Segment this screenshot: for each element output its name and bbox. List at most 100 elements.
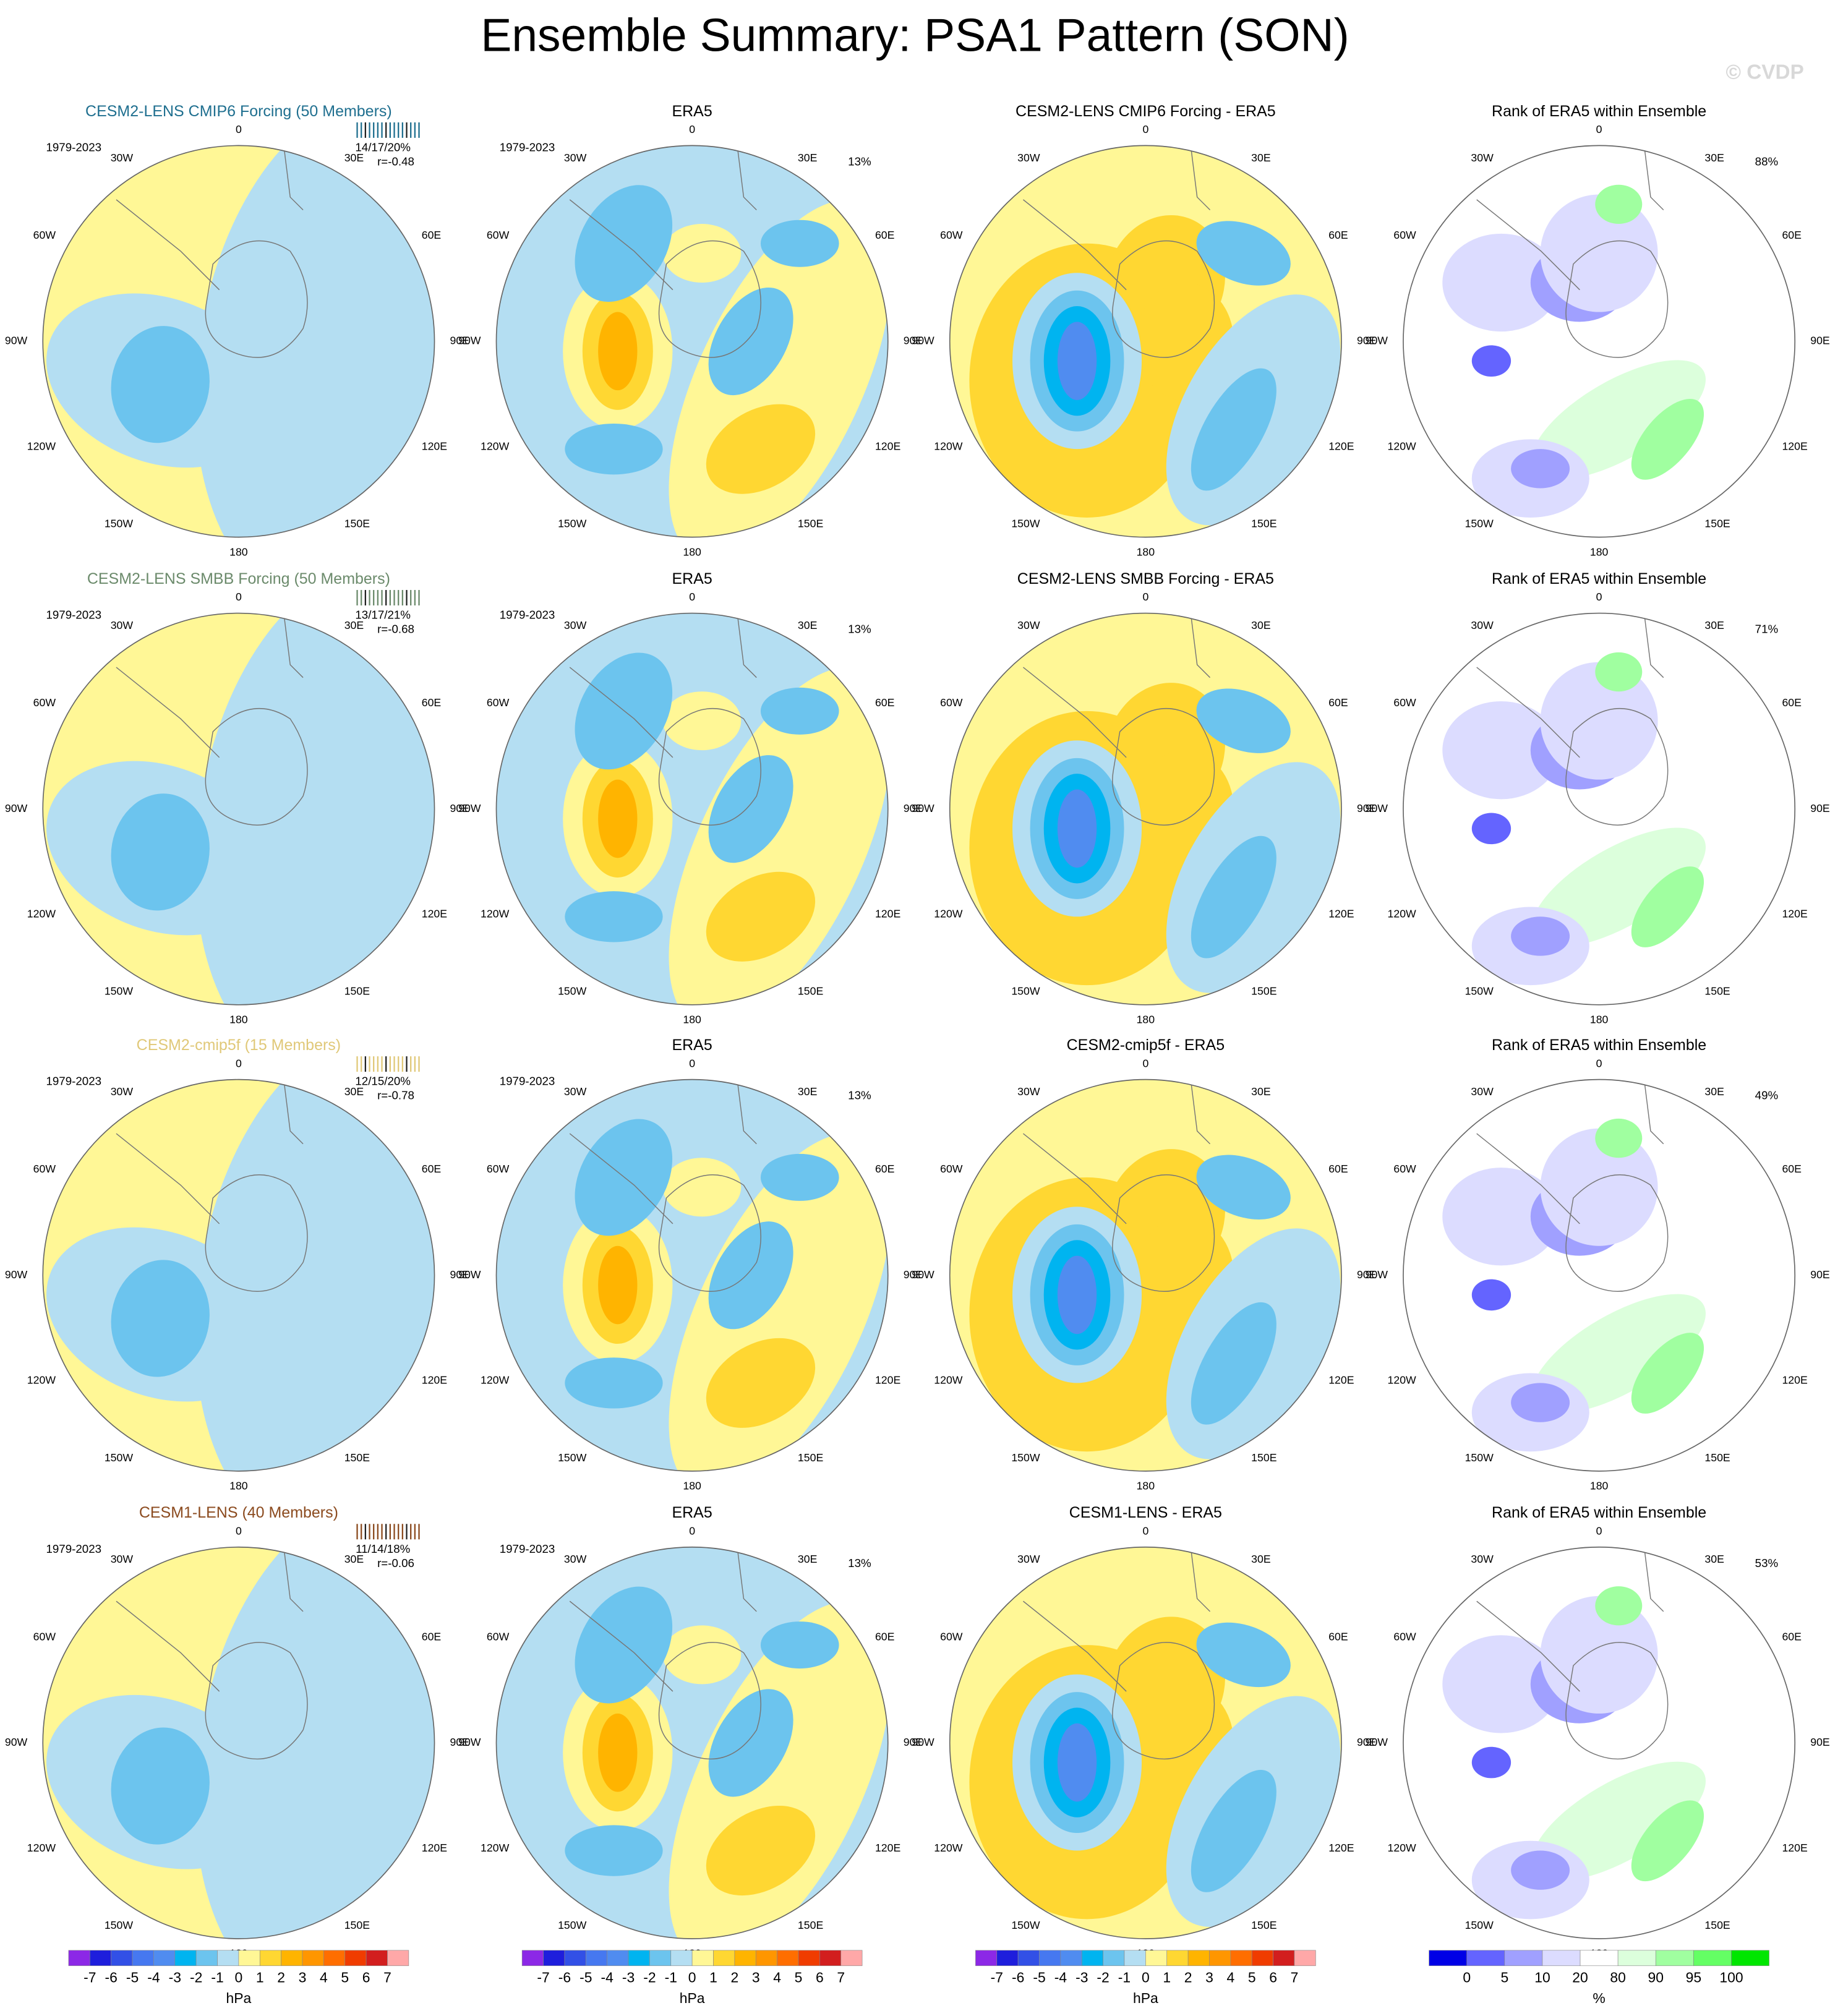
longitude-label: 0: [236, 1057, 242, 1069]
longitude-label: 60W: [1393, 229, 1416, 241]
coastline: [658, 240, 761, 358]
longitude-label: 60E: [1328, 696, 1348, 709]
longitude-label: 120E: [1328, 1842, 1354, 1854]
longitude-label: 120W: [1388, 440, 1417, 452]
longitude-label: 30E: [1704, 619, 1724, 631]
map-contour: [1057, 789, 1097, 868]
colorbar-box: [543, 1950, 565, 1967]
years: 1979-2023: [46, 141, 101, 154]
map: [1403, 145, 1795, 537]
colorbar-label: 3: [752, 1970, 760, 1986]
map-contour: [760, 1621, 839, 1669]
map: [496, 145, 888, 537]
map-border: [949, 612, 1342, 1006]
longitude-label: 180: [683, 545, 701, 558]
coastline: [1112, 1174, 1215, 1292]
coastline: [569, 613, 757, 758]
colorbar-box: [1466, 1950, 1505, 1967]
colorbar-box: [1504, 1950, 1543, 1967]
colorbar-label: 7: [837, 1970, 845, 1986]
map-contour: [662, 691, 742, 751]
longitude-label: 90E: [1357, 1736, 1377, 1748]
map-border: [42, 1078, 435, 1472]
map-contour: [1442, 233, 1560, 332]
map-contour: [1191, 1770, 1276, 1892]
coastline: [1476, 613, 1664, 758]
colorbar-box: [1187, 1950, 1210, 1967]
longitude-label: 120E: [1782, 1842, 1808, 1854]
longitude-label: 30E: [798, 619, 818, 631]
panel-title: CESM2-LENS SMBB Forcing - ERA5: [1017, 570, 1274, 587]
panel-title: Rank of ERA5 within Ensemble: [1492, 1036, 1706, 1054]
colorbar-box: [1081, 1950, 1103, 1967]
colorbar-box: [649, 1950, 672, 1967]
colorbar-label: 2: [730, 1970, 738, 1986]
panel-title: CESM1-LENS - ERA5: [1069, 1504, 1222, 1521]
map-contour: [1471, 1746, 1511, 1779]
map-border: [949, 1078, 1342, 1472]
colorbar-label: 2: [1184, 1970, 1192, 1986]
longitude-label: 180: [1590, 1013, 1609, 1025]
longitude-label: 60W: [33, 229, 56, 241]
map-border: [42, 612, 435, 1006]
colorbar-label: 3: [1205, 1970, 1213, 1986]
longitude-label: 180: [1137, 1480, 1155, 1492]
colorbar-box: [1273, 1950, 1295, 1967]
longitude-label: 150W: [105, 518, 134, 530]
longitude-label: 180: [1137, 545, 1155, 558]
map-contour: [708, 287, 793, 396]
longitude-label: 150W: [105, 985, 134, 997]
years: 1979-2023: [46, 1075, 101, 1088]
percent: 53%: [1755, 1557, 1779, 1570]
coastline: [1023, 613, 1211, 758]
map-contour: [1057, 1255, 1097, 1335]
percent: 13%: [848, 155, 871, 168]
longitude-label: 90W: [912, 802, 934, 814]
longitude-label: 0: [689, 1524, 695, 1537]
longitude-label: 150E: [798, 518, 824, 530]
colorbar-label: -2: [190, 1970, 202, 1986]
map-border: [42, 1546, 435, 1939]
longitude-label: 90E: [450, 1736, 470, 1748]
colorbar-unit: hPa: [1133, 1990, 1158, 2006]
longitude-label: 60E: [422, 1163, 442, 1175]
longitude-label: 30W: [111, 152, 134, 164]
colorbar-label: -4: [147, 1970, 160, 1986]
longitude-label: 90E: [1357, 335, 1377, 347]
figure-title: Ensemble Summary: PSA1 Pattern (SON): [481, 9, 1349, 61]
longitude-label: 90E: [1810, 1268, 1830, 1281]
colorbar-label: 100: [1719, 1970, 1743, 1986]
coastline: [116, 145, 304, 291]
panel-title: ERA5: [672, 1036, 712, 1054]
map: [949, 613, 1341, 1005]
longitude-label: 60E: [875, 696, 895, 709]
colorbar-label: 5: [795, 1970, 803, 1986]
colorbar-label: 6: [1269, 1970, 1277, 1986]
map-contour: [708, 1689, 793, 1797]
map-border: [949, 145, 1342, 538]
colorbar-box: [1230, 1950, 1252, 1967]
map-contour: [598, 1713, 638, 1792]
panel-title: CESM1-LENS (40 Members): [139, 1504, 338, 1521]
longitude-label: 90W: [5, 1736, 28, 1748]
map: [496, 1547, 888, 1939]
colorbar-box: [153, 1950, 176, 1967]
longitude-label: 120W: [934, 1374, 963, 1386]
longitude-label: 90W: [458, 1268, 481, 1281]
colorbar-box: [1693, 1950, 1732, 1967]
longitude-label: 90E: [1357, 1268, 1377, 1281]
colorbar-box: [585, 1950, 607, 1967]
longitude-label: 120E: [422, 1374, 448, 1386]
map-contour: [1595, 1586, 1643, 1626]
longitude-label: 120W: [1388, 1374, 1417, 1386]
map-contour: [1196, 688, 1291, 753]
longitude-label: 150W: [558, 1919, 587, 1931]
colorbar-box: [111, 1950, 133, 1967]
longitude-label: 150E: [1704, 1451, 1730, 1464]
longitude-label: 30W: [1471, 1553, 1494, 1565]
colorbar-label: 1: [709, 1970, 717, 1986]
colorbar-label: -1: [211, 1970, 223, 1986]
stats: 13/17/21%: [355, 609, 411, 621]
longitude-label: 120E: [875, 908, 901, 920]
longitude-label: 60W: [487, 229, 510, 241]
